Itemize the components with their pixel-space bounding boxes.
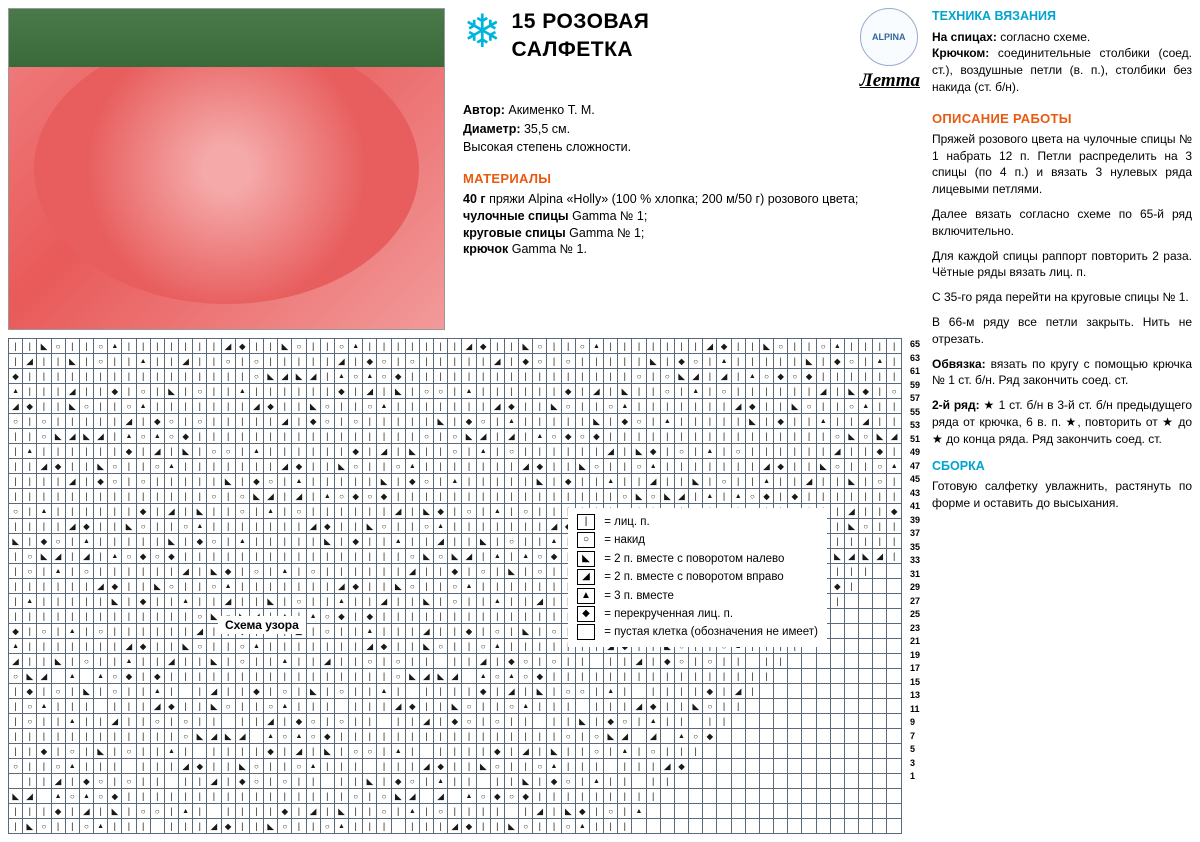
materials-text: 40 г пряжи Alpina «Holly» (100 % хлопка;… [463,191,920,259]
assembly-heading: СБОРКА [932,458,1192,476]
instructions-column: ТЕХНИКА ВЯЗАНИЯ На спицах: согласно схем… [932,8,1192,834]
chart-legend: | = лиц. п.○ = накид◣ = 2 п. вместе с по… [568,508,827,647]
work-heading: ОПИСАНИЕ РАБОТЫ [932,110,1192,128]
doily-photo [8,8,445,330]
alpina-logo: ALPINA [860,8,918,66]
logo-block: ALPINA Летта [860,8,920,94]
materials-heading: МАТЕРИАЛЫ [463,170,920,188]
chart-container: 6563615957555351494745434139373533312927… [8,338,920,834]
pattern-title: 15 РОЗОВАЯ САЛФЕТКА [512,8,650,65]
technique-heading: ТЕХНИКА ВЯЗАНИЯ [932,8,1192,26]
meta-info: Автор: Акименко Т. М. Диаметр: 35,5 см. … [463,102,920,157]
brand-name: Летта [860,68,920,94]
row-numbers: 6563615957555351494745434139373533312927… [908,338,920,784]
info-block: ❄ 15 РОЗОВАЯ САЛФЕТКА ALPINA Летта Автор… [463,8,920,330]
chart-label: Схема узора [218,616,306,634]
snowflake-icon: ❄ [463,8,502,54]
